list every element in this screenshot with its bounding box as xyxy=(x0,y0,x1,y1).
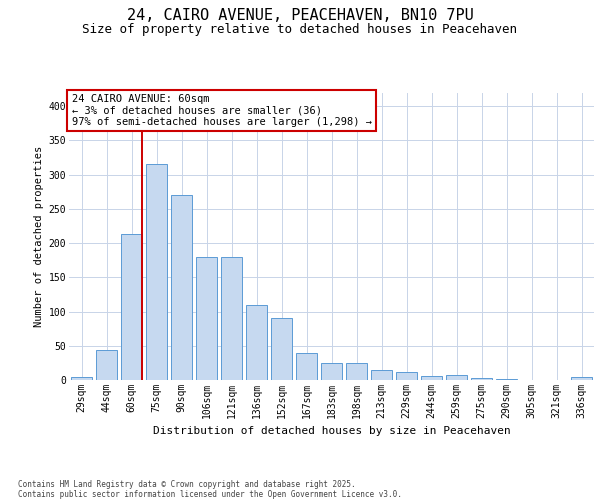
Text: Contains HM Land Registry data © Crown copyright and database right 2025.
Contai: Contains HM Land Registry data © Crown c… xyxy=(18,480,402,499)
Bar xyxy=(571,378,592,380)
X-axis label: Distribution of detached houses by size in Peacehaven: Distribution of detached houses by size … xyxy=(152,426,511,436)
Bar xyxy=(146,164,167,380)
Bar xyxy=(471,378,492,380)
Bar xyxy=(396,372,417,380)
Bar xyxy=(71,376,92,380)
Bar xyxy=(121,234,142,380)
Bar xyxy=(96,350,117,380)
Bar xyxy=(296,352,317,380)
Bar xyxy=(246,304,267,380)
Bar xyxy=(321,363,342,380)
Bar xyxy=(221,258,242,380)
Text: Size of property relative to detached houses in Peacehaven: Size of property relative to detached ho… xyxy=(83,22,517,36)
Bar xyxy=(421,376,442,380)
Bar xyxy=(346,363,367,380)
Bar xyxy=(271,318,292,380)
Text: 24, CAIRO AVENUE, PEACEHAVEN, BN10 7PU: 24, CAIRO AVENUE, PEACEHAVEN, BN10 7PU xyxy=(127,8,473,22)
Bar xyxy=(171,195,192,380)
Y-axis label: Number of detached properties: Number of detached properties xyxy=(34,146,44,327)
Bar xyxy=(446,375,467,380)
Bar xyxy=(196,258,217,380)
Text: 24 CAIRO AVENUE: 60sqm
← 3% of detached houses are smaller (36)
97% of semi-deta: 24 CAIRO AVENUE: 60sqm ← 3% of detached … xyxy=(71,94,371,127)
Bar xyxy=(371,370,392,380)
